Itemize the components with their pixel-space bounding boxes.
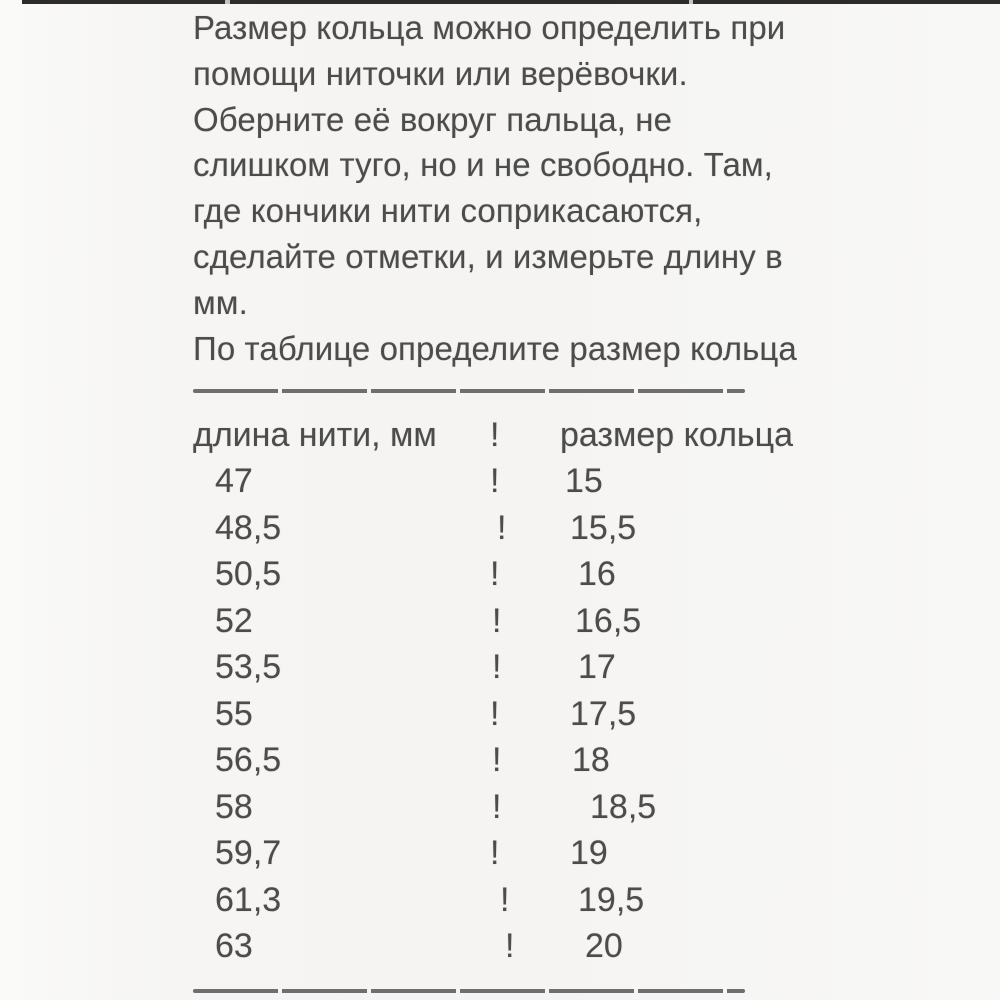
row-divider: ! [500,880,510,919]
thread-length-value: 52 [215,601,253,640]
intro-paragraph: Размер кольца можно определить при помощи… [193,5,853,371]
ring-size-value: 19,5 [578,880,645,919]
table-row: 59,7 ! 19 [193,830,893,877]
thread-length-value: 59,7 [215,834,282,872]
table-header-divider: ! [490,416,500,454]
table-row: 55 ! 17,5 [193,691,893,738]
ring-size-value: 15 [565,462,603,500]
table-header-ring-label: размер кольца [560,416,794,454]
table-row: 56,5 ! 18 [193,737,893,784]
row-divider: ! [490,834,500,872]
intro-line: По таблице определите размер кольца [193,329,797,367]
top-border-line [22,0,1000,4]
row-divider: ! [492,648,502,686]
intro-line: сделайте отметки, и измерьте длину в [193,237,783,275]
table-header: длина нити, мм ! размер кольца [193,412,893,459]
ring-size-table: 47 ! 15 48,5 ! 15,5 50,5 ! 16 52 ! 16,5 … [193,458,893,970]
thread-length-value: 61,3 [215,880,282,919]
thread-length-value: 53,5 [215,648,282,686]
thread-length-value: 56,5 [215,741,282,779]
row-divider: ! [490,694,500,733]
table-row: 53,5 ! 17 [193,644,893,691]
table-header-length-label: длина нити, мм [193,416,437,454]
ring-size-value: 16,5 [575,601,642,640]
table-row: 48,5 ! 15,5 [193,505,893,552]
thread-length-value: 63 [215,927,253,965]
row-divider: ! [497,508,507,547]
row-divider: ! [492,787,502,826]
ring-size-value: 20 [585,927,623,965]
ring-size-value: 17,5 [570,694,637,733]
intro-line: мм. [193,283,248,321]
intro-line: помощи ниточки или верёвочки. [193,54,688,92]
ring-size-value: 18,5 [590,787,657,826]
separator-line-bottom [193,989,745,993]
ring-size-value: 18 [572,741,610,779]
table-row: 47 ! 15 [193,458,893,505]
row-divider: ! [490,555,500,593]
intro-line: где кончики нити соприкасаются, [193,192,703,230]
ring-size-value: 19 [570,834,608,872]
table-row: 61,3 ! 19,5 [193,877,893,924]
table-row: 58 ! 18,5 [193,784,893,831]
thread-length-value: 47 [215,462,253,500]
intro-line: слишком туго, но и не свободно. Там, [193,146,773,184]
thread-length-value: 58 [215,787,253,826]
separator-line-top [193,389,745,393]
table-row: 50,5 ! 16 [193,551,893,598]
row-divider: ! [490,462,500,500]
thread-length-value: 48,5 [215,508,282,547]
table-row: 52 ! 16,5 [193,598,893,645]
thread-length-value: 55 [215,694,253,733]
row-divider: ! [505,927,515,965]
intro-line: Оберните её вокруг пальца, не [193,100,673,138]
table-row: 63 ! 20 [193,923,893,970]
ring-size-value: 15,5 [570,508,637,547]
ring-size-value: 17 [578,648,616,686]
row-divider: ! [492,601,502,640]
intro-line: Размер кольца можно определить при [193,9,786,46]
thread-length-value: 50,5 [215,555,282,593]
row-divider: ! [492,741,502,779]
ring-size-value: 16 [578,555,616,593]
